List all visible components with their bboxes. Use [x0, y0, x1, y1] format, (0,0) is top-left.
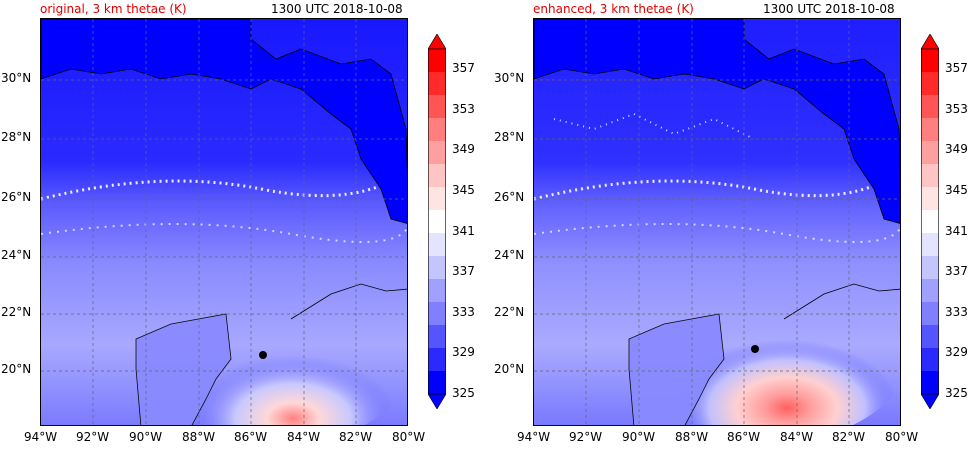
colorbar-svg	[920, 33, 940, 410]
colorbar-extend-min	[427, 393, 447, 410]
colorbar-segment	[921, 371, 939, 395]
x-tick-label: 92°W	[76, 430, 110, 444]
colorbar-segment	[921, 72, 939, 96]
colorbar-segment	[428, 49, 446, 73]
y-tick-label: 20°N	[494, 362, 525, 376]
storm-center-marker	[259, 351, 267, 359]
y-tick-label: 24°N	[1, 248, 32, 262]
colorbar-tick-label: 353	[945, 101, 968, 116]
colorbar-segment	[921, 256, 939, 280]
colorbar-segment	[921, 164, 939, 188]
colorbar-segment	[428, 325, 446, 349]
y-tick-label: 20°N	[1, 362, 32, 376]
colorbar-segment	[428, 233, 446, 257]
y-tick-label: 30°N	[1, 71, 32, 85]
colorbar-segment	[428, 371, 446, 395]
colorbar-segment	[428, 302, 446, 326]
panel-left-title: original, 3 km thetae (K)	[40, 2, 187, 16]
colorbar-tick-label: 325	[945, 386, 968, 400]
colorbar-tick-label: 357	[945, 61, 968, 76]
x-tick-label: 88°W	[675, 430, 709, 444]
x-tick-label: 84°W	[287, 430, 321, 444]
colorbar-right	[920, 33, 940, 410]
y-tick-label: 24°N	[494, 248, 525, 262]
x-tick-label: 94°W	[24, 430, 58, 444]
x-tick-label: 86°W	[727, 430, 761, 444]
y-tick-label: 26°N	[494, 190, 525, 204]
colorbar-segment	[921, 279, 939, 303]
colorbar-tick-label: 337	[945, 264, 968, 279]
colorbar-tick-label: 341	[945, 223, 968, 238]
colorbar-segment	[921, 233, 939, 257]
colorbar-tick-label: 333	[452, 304, 475, 319]
colorbar-tick-label: 349	[945, 142, 968, 157]
x-tick-label: 84°W	[780, 430, 814, 444]
y-tick-label: 26°N	[1, 190, 32, 204]
colorbar-tick-label: 353	[452, 101, 475, 116]
map-right	[533, 18, 901, 426]
x-tick-label: 90°W	[622, 430, 656, 444]
thetae-map-right	[534, 19, 900, 425]
colorbar-tick-label: 357	[452, 61, 475, 76]
y-tick-label: 28°N	[494, 130, 525, 144]
y-tick-label: 22°N	[494, 305, 525, 319]
colorbar-segment	[921, 187, 939, 211]
x-tick-label: 82°W	[339, 430, 373, 444]
colorbar-tick-label: 337	[452, 264, 475, 279]
colorbar-segment	[428, 187, 446, 211]
y-tick-label: 22°N	[1, 305, 32, 319]
x-tick-label: 80°W	[885, 430, 919, 444]
colorbar-segment	[428, 164, 446, 188]
colorbar-segment	[921, 210, 939, 234]
x-tick-label: 80°W	[392, 430, 426, 444]
colorbar-tick-label: 341	[452, 223, 475, 238]
colorbar-extend-min	[920, 393, 940, 410]
colorbar-tick-label: 333	[945, 304, 968, 319]
colorbar-extend-max	[920, 33, 940, 50]
colorbar-tick-label: 349	[452, 142, 475, 157]
y-tick-label: 30°N	[494, 71, 525, 85]
x-tick-label: 90°W	[129, 430, 163, 444]
colorbar-segment	[921, 95, 939, 119]
x-tick-label: 92°W	[569, 430, 603, 444]
colorbar-tick-label: 329	[945, 345, 968, 360]
panel-right-title: enhanced, 3 km thetae (K)	[533, 2, 694, 16]
x-tick-label: 82°W	[832, 430, 866, 444]
colorbar-tick-label: 345	[452, 183, 475, 198]
panel-left-time: 1300 UTC 2018-10-08	[271, 2, 403, 16]
thetae-map-left	[41, 19, 407, 425]
panel-right-time: 1300 UTC 2018-10-08	[763, 2, 895, 16]
x-tick-label: 88°W	[182, 430, 216, 444]
colorbar-segment	[428, 72, 446, 96]
colorbar-segment	[921, 348, 939, 372]
colorbar-extend-max	[427, 33, 447, 50]
colorbar-segment	[921, 118, 939, 142]
colorbar-tick-label: 329	[452, 345, 475, 360]
colorbar-segment	[428, 348, 446, 372]
colorbar-segment	[921, 325, 939, 349]
colorbar-segment	[428, 95, 446, 119]
x-tick-label: 94°W	[517, 430, 551, 444]
y-tick-label: 28°N	[1, 130, 32, 144]
colorbar-segment	[428, 256, 446, 280]
colorbar-segment	[921, 49, 939, 73]
colorbar-segment	[428, 210, 446, 234]
colorbar-tick-label: 325	[452, 386, 475, 400]
colorbar-svg	[427, 33, 447, 410]
map-left	[40, 18, 408, 426]
colorbar-segment	[428, 279, 446, 303]
colorbar-segment	[921, 141, 939, 165]
colorbar-left	[427, 33, 447, 410]
colorbar-segment	[921, 302, 939, 326]
storm-center-marker	[751, 345, 759, 353]
x-tick-label: 86°W	[234, 430, 268, 444]
colorbar-segment	[428, 118, 446, 142]
colorbar-segment	[428, 141, 446, 165]
colorbar-tick-label: 345	[945, 183, 968, 198]
